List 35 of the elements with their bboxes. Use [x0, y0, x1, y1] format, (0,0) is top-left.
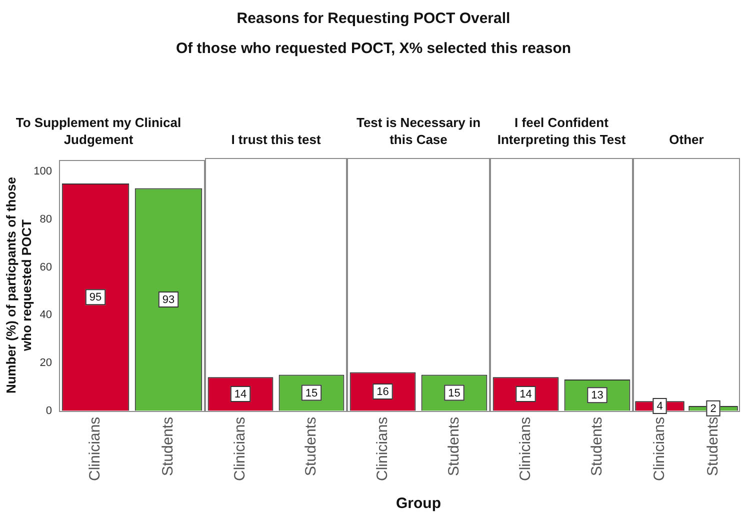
y-tick-label: 0: [46, 404, 52, 417]
chart-title: I trust this test: [231, 131, 321, 148]
data-label: 93: [162, 294, 175, 306]
data-label: 13: [591, 390, 604, 402]
chart-title: Other: [669, 131, 704, 148]
data-label: 15: [305, 387, 318, 400]
y-tick-label: 80: [40, 213, 52, 226]
y-tick-label: 100: [34, 166, 52, 178]
data-label: 16: [376, 386, 389, 398]
x-axis-title: Group: [396, 495, 441, 512]
x-tick-label: Clinicians: [650, 416, 668, 482]
y-tick-label: 60: [40, 261, 52, 274]
data-label: 14: [234, 388, 247, 400]
x-tick-label: Clinicians: [374, 416, 391, 482]
text: Reasons for Requesting POCT Overall: [236, 10, 512, 27]
x-tick-label: Students: [445, 416, 462, 476]
y-tick-label: 20: [40, 356, 52, 369]
y-axis-title: Number (%) of particpants of those who requested POCT: [3, 176, 34, 394]
data-label: 15: [448, 387, 460, 400]
chart-title: To Supplement my Clinical Judgement: [14, 114, 182, 148]
x-tick-label: Students: [160, 416, 177, 476]
text: Of those who requested POCT, X% selected this reason: [174, 40, 572, 57]
x-tick-label: Clinicians: [86, 416, 104, 482]
x-tick-label: Students: [588, 416, 606, 476]
x-tick-label: Clinicians: [516, 416, 534, 482]
chart-title: I feel Confident Interpreting this Test: [496, 114, 627, 148]
y-tick-label: 40: [40, 309, 52, 322]
data-label: 4: [656, 400, 663, 413]
chart-title: Test is Necessary in this Case: [355, 114, 482, 148]
x-tick-label: Clinicians: [232, 416, 249, 482]
data-label: 95: [89, 292, 102, 304]
data-label: 2: [710, 402, 716, 415]
data-label: 14: [520, 388, 532, 400]
x-tick-label: Students: [302, 416, 320, 476]
x-tick-label: Students: [704, 416, 722, 476]
